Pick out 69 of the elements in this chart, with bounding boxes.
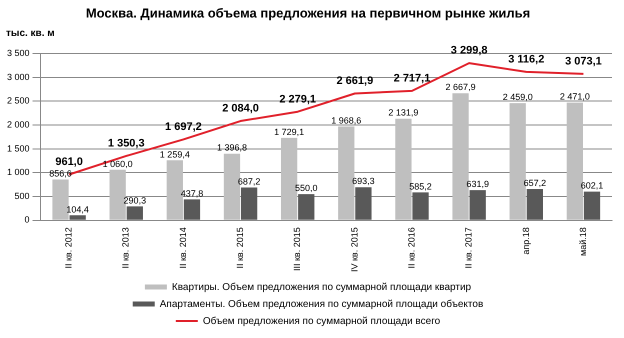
y-tick-label: 3 000 [6,72,30,82]
bar [470,190,486,220]
y-tick-label: 2 500 [6,96,30,106]
bar [240,188,258,220]
data-label: 961,0 [55,156,83,168]
x-tick-label: II кв. 2016 [406,227,416,269]
bar [126,206,143,220]
data-label: 2 471,0 [560,92,590,102]
x-tick-label: II кв. 2014 [178,227,188,269]
data-label: 602,1 [580,180,604,191]
data-label: 3 073,1 [565,55,602,68]
x-tick-label: май.18 [578,227,588,256]
x-tick-label: IV кв. 2015 [349,227,360,272]
data-label: 2 661,9 [336,75,374,88]
bar [584,192,600,220]
y-tick-label: 1 000 [6,167,30,178]
bar [280,138,298,220]
x-tick-label: II кв. 2013 [120,227,131,269]
bar [110,170,126,220]
data-label: 1 729,1 [274,126,304,137]
data-label: 3 116,2 [508,53,544,66]
legend-label: Квартиры. Объем предложения по суммарной площади квартир [172,282,472,293]
data-label: 687,2 [238,176,260,187]
data-label: 3 299,8 [450,44,488,57]
bar [526,188,543,220]
y-tick-label: 0 [24,214,30,225]
x-tick-label: II кв. 2012 [64,227,74,269]
bar [184,199,200,220]
data-label: 2 084,0 [222,102,259,115]
data-label: 2 279,1 [279,93,316,106]
y-tick-label: 2 000 [6,120,30,130]
chart-title: Москва. Динамика объема предложения на первичном рынке жилья [86,5,530,20]
data-label: 2 667,9 [446,82,476,92]
data-label: 1 259,4 [160,149,190,160]
data-label: 631,9 [466,179,489,190]
bar [166,160,183,220]
x-tick-label: II кв. 2017 [464,227,474,269]
data-label: 550,0 [294,183,318,194]
bar [70,215,86,220]
data-label: 585,2 [409,181,432,192]
y-tick-label: 1 500 [6,143,30,154]
data-label: 104,4 [66,204,89,214]
data-label: 657,2 [524,178,546,188]
y-tick-label: 3 500 [6,48,30,58]
y-axis-title: тыс. кв. м [6,28,55,39]
bar [338,126,354,220]
data-label: 1 697,2 [165,120,202,133]
data-label: 693,3 [352,176,375,186]
bar [510,103,526,220]
data-label: 290,3 [124,195,146,206]
legend-label: Апартаменты. Объем предложения по суммарной площади объектов [160,298,484,310]
x-tick-label: III кв. 2015 [292,227,302,272]
y-tick-label: 500 [14,190,30,201]
data-label: 2 131,9 [388,108,418,118]
data-label: 1 350,3 [108,137,145,150]
x-tick-label: II кв. 2015 [235,227,246,269]
bar [52,179,69,220]
data-label: 2 459,0 [502,92,533,102]
data-label: 1 968,6 [331,116,362,126]
bar [355,187,372,220]
data-label: 1 396,8 [216,142,247,153]
data-label: 2 717,1 [394,72,430,84]
bar [412,192,429,220]
data-label: 856,6 [49,168,72,178]
bar [298,194,314,220]
x-tick-label: апр.18 [520,227,531,255]
bar [566,102,583,220]
legend-label: Объем предложения по суммарной площади всего [202,316,441,327]
data-label: 437,8 [180,188,204,198]
